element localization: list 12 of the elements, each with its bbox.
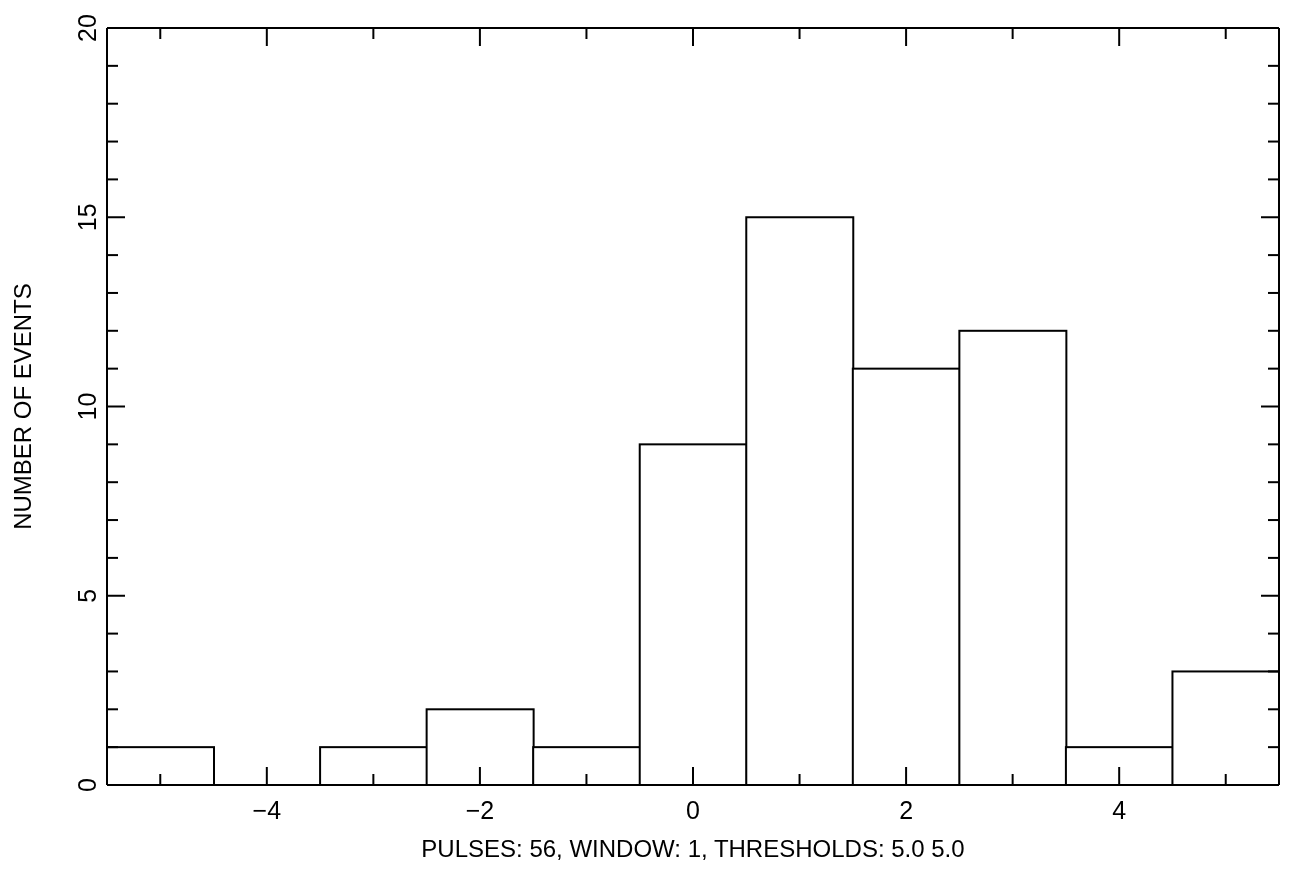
- x-tick-label: 0: [686, 796, 700, 824]
- y-axis-title: NUMBER OF EVENTS: [8, 283, 36, 530]
- y-tick-label: 15: [73, 203, 101, 232]
- x-tick-label: −2: [465, 796, 495, 824]
- y-tick-label: 10: [73, 392, 101, 421]
- x-tick-label: 4: [1112, 796, 1127, 824]
- y-tick-label: 5: [73, 588, 101, 603]
- y-tick-label: 0: [73, 778, 101, 792]
- x-axis-title: PULSES: 56, WINDOW: 1, THRESHOLDS: 5.0 5.0: [421, 835, 965, 862]
- x-tick-label: −4: [252, 796, 282, 824]
- y-tick-label: 20: [73, 14, 101, 42]
- x-tick-label: 2: [899, 796, 914, 824]
